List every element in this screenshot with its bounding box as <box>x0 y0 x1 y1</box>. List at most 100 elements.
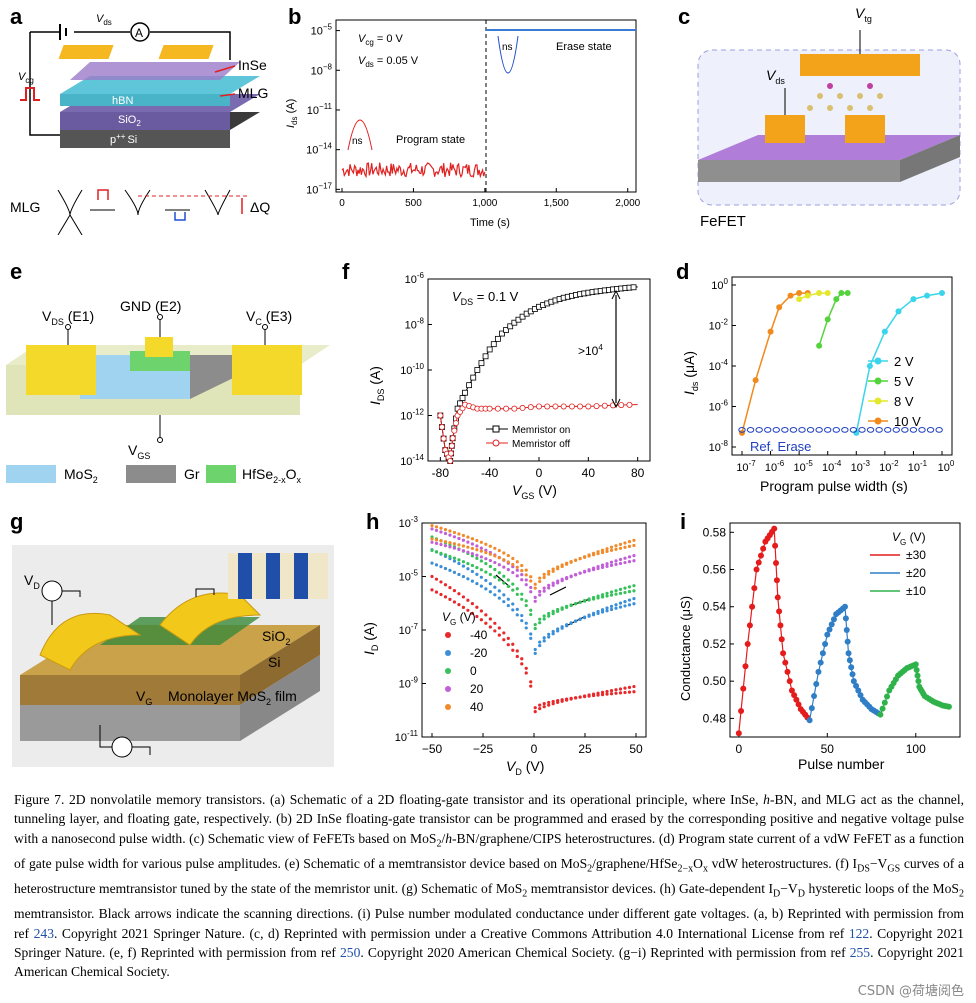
h-data-point <box>502 593 506 597</box>
f-point-on <box>519 313 526 320</box>
h-x-tick-label: 0 <box>531 742 538 756</box>
h-data-point <box>497 626 501 630</box>
h-data-point <box>547 703 551 707</box>
h-data-point <box>511 642 515 646</box>
h-data-point <box>434 590 439 594</box>
f-point-off <box>626 401 633 408</box>
h-data-point <box>538 617 542 621</box>
h-data-point <box>614 562 618 567</box>
h-data-point <box>614 688 618 692</box>
caption-segment[interactable]: 255 <box>849 945 871 960</box>
i-data-point <box>857 692 864 699</box>
panel-a-label: a <box>10 4 23 29</box>
h-data-point <box>506 643 510 647</box>
h-data-point <box>529 684 533 688</box>
i-data-point <box>830 616 837 623</box>
f-point-off <box>519 404 526 411</box>
f-y-tick-label: 10-12 <box>400 408 424 423</box>
h-data-point <box>439 580 443 584</box>
erase-state-label: Erase state <box>556 41 612 53</box>
h-data-point <box>524 603 528 608</box>
h-data-point <box>614 606 618 610</box>
panel-d-label: d <box>676 259 690 284</box>
h-data-point <box>479 555 483 559</box>
h-data-point <box>627 685 632 689</box>
h-data-point <box>623 545 627 549</box>
legend-swatch-mos2 <box>6 465 56 483</box>
h-data-point <box>497 556 501 560</box>
h-data-point <box>582 598 587 603</box>
caption-segment: . Copyright 2021 American Chemical Socie… <box>14 945 964 980</box>
h-data-point <box>466 545 470 549</box>
h-data-point <box>614 589 618 593</box>
i-x-tick-label: 50 <box>821 742 835 756</box>
h-data-point <box>547 700 551 705</box>
h-data-point <box>448 545 452 549</box>
h-data-point <box>511 648 515 652</box>
f-point-off <box>494 405 501 412</box>
g-vd-label: VD <box>24 572 40 591</box>
layer-sio2-label: SiO2 <box>118 114 141 128</box>
b-vcg-text: Vcg = 0 V <box>358 33 404 47</box>
h-data-point <box>547 614 551 618</box>
h-legend-marker <box>445 686 451 692</box>
panel-f-label: f <box>342 259 350 284</box>
d-series-point <box>833 296 840 303</box>
h-data-point <box>511 556 515 561</box>
h-data-point <box>484 542 488 546</box>
h-data-point <box>466 567 470 571</box>
h-data-point <box>618 557 623 562</box>
figure-caption: Figure 7. 2D nonvolatile memory transist… <box>14 790 964 982</box>
caption-segment[interactable]: 243 <box>33 925 54 941</box>
h-y-tick-label: 10-11 <box>395 729 419 744</box>
h-data-point <box>538 640 542 644</box>
h-data-point <box>609 593 614 597</box>
h-data-point <box>618 546 623 550</box>
h-data-point <box>493 629 497 633</box>
h-data-point <box>430 537 434 541</box>
f-legend: Memristor on Memristor off <box>486 425 570 450</box>
i-data-point <box>877 711 884 718</box>
h-data-point <box>623 586 627 590</box>
panel-a: a A hBN SiO2 p++ Si InSe MLG MLG <box>0 0 280 236</box>
h-data-point <box>497 596 501 600</box>
h-data-point <box>623 599 627 604</box>
caption-segment: DS <box>857 863 870 875</box>
h-data-point <box>533 706 537 710</box>
h-data-point <box>484 570 488 574</box>
h-data-point <box>542 586 546 590</box>
h-data-point <box>484 613 488 617</box>
d-ref-erase-point <box>926 426 935 433</box>
h-data-point <box>574 558 578 562</box>
b-ns-label-erase: ns <box>502 42 513 53</box>
caption-segment[interactable]: 122 <box>848 925 870 941</box>
d-series-point <box>910 296 917 303</box>
h-data-point <box>574 619 578 623</box>
d-ref-erase-point <box>901 426 909 433</box>
f-point-off <box>601 402 608 409</box>
b-x-tick-label: 1,500 <box>544 198 569 209</box>
layer-hbn-label: hBN <box>112 95 133 107</box>
d-series-point <box>796 296 803 303</box>
i-data-point <box>806 717 813 724</box>
h-data-point <box>484 621 488 625</box>
h-data-point <box>515 587 519 591</box>
h-data-point <box>502 558 506 562</box>
panel-h-chart: −50 −25 0 25 50 10-3 10-5 10-7 10-9 10-11 -40 -20 0… <box>361 515 647 777</box>
panel-i-label: i <box>680 509 687 534</box>
h-data-point <box>434 577 439 581</box>
d-legend-marker <box>874 357 882 365</box>
h-data-point <box>475 605 479 609</box>
f-point-on <box>494 335 501 342</box>
caption-segment[interactable]: 250 <box>340 945 361 960</box>
i-data-point <box>772 542 779 549</box>
i-data-point <box>786 678 793 685</box>
i-data-point <box>850 678 857 685</box>
h-data-point <box>533 599 537 603</box>
h-data-point <box>547 632 551 636</box>
h-data-point <box>582 569 587 573</box>
h-data-point <box>515 654 519 659</box>
panel-i-chart: 0 50 100 0.58 0.56 0.54 0.52 0.50 0.48 ±30 ±20 ±10… <box>678 522 961 772</box>
h-data-point <box>632 589 636 593</box>
h-data-point <box>515 560 519 564</box>
